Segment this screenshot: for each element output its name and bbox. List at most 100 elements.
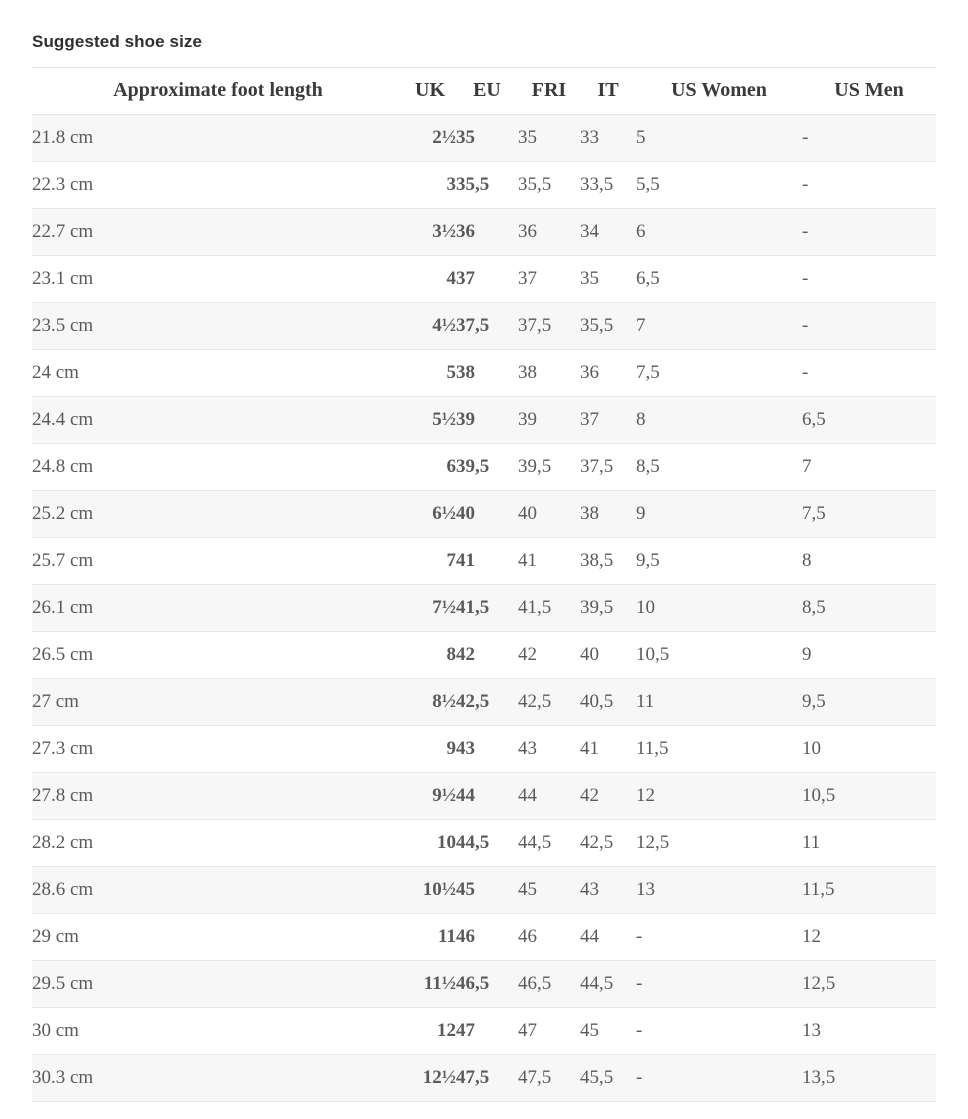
cell-eu: 36 [456, 208, 518, 256]
cell-us-women: 6 [636, 208, 802, 256]
cell-foot-length: 26.1 cm [32, 584, 404, 632]
cell-eu: 42,5 [456, 678, 518, 726]
header-row: Approximate foot length UK EU FRI IT US … [32, 67, 936, 115]
cell-us-women: - [636, 913, 802, 961]
cell-us-women: 11,5 [636, 725, 802, 773]
column-header-us-men: US Men [802, 67, 936, 115]
cell-uk: 12 [404, 1007, 456, 1055]
table-row: 22.7 cm 3½ 36 36 34 6- [32, 208, 936, 256]
cell-foot-length: 23.1 cm [32, 255, 404, 303]
cell-us-men: 13,5 [802, 1054, 936, 1102]
cell-eu: 39,5 [456, 443, 518, 491]
cell-it: 42,5 [580, 819, 636, 867]
cell-us-men: - [802, 114, 936, 162]
cell-fri: 35 [518, 114, 580, 162]
table-row: 30 cm 12 47 47 45-13 [32, 1007, 936, 1055]
column-header-fri: FRI [518, 67, 580, 115]
cell-fri: 42 [518, 631, 580, 679]
table-row: 27 cm 8½ 42,5 42,5 40,5 11 9,5 [32, 678, 936, 726]
cell-us-men: - [802, 161, 936, 209]
cell-eu: 41 [456, 537, 518, 585]
table-row: 26.5 cm 8 42 42 40 10,5 9 [32, 631, 936, 679]
cell-foot-length: 30.3 cm [32, 1054, 404, 1102]
cell-uk: 3 [404, 161, 456, 209]
cell-it: 38,5 [580, 537, 636, 585]
cell-eu: 35 [456, 114, 518, 162]
cell-us-men: 12,5 [802, 960, 936, 1008]
cell-uk: 9 [404, 725, 456, 773]
table-row: 21.8 cm 2½ 35 35 33 5- [32, 114, 936, 162]
cell-it: 37 [580, 396, 636, 444]
cell-foot-length: 28.6 cm [32, 866, 404, 914]
cell-uk: 10 [404, 819, 456, 867]
table-header: Approximate foot length UK EU FRI IT US … [32, 67, 936, 115]
cell-us-women: 5,5 [636, 161, 802, 209]
cell-uk: 3½ [404, 208, 456, 256]
cell-foot-length: 27.3 cm [32, 725, 404, 773]
cell-foot-length: 23.5 cm [32, 302, 404, 350]
cell-fri: 43 [518, 725, 580, 773]
cell-us-women: 6,5 [636, 255, 802, 303]
cell-eu: 42 [456, 631, 518, 679]
cell-us-women: 9,5 [636, 537, 802, 585]
cell-uk: 10½ [404, 866, 456, 914]
size-table-container: Approximate foot length UK EU FRI IT US … [32, 67, 936, 1102]
cell-foot-length: 22.3 cm [32, 161, 404, 209]
cell-us-women: 7 [636, 302, 802, 350]
cell-us-women: 5 [636, 114, 802, 162]
cell-eu: 38 [456, 349, 518, 397]
cell-foot-length: 27 cm [32, 678, 404, 726]
cell-us-men: 9 [802, 631, 936, 679]
cell-eu: 43 [456, 725, 518, 773]
cell-fri: 44 [518, 772, 580, 820]
cell-uk: 11 [404, 913, 456, 961]
cell-foot-length: 29 cm [32, 913, 404, 961]
cell-it: 36 [580, 349, 636, 397]
table-row: 29.5 cm 11½ 46,5 46,5 44,5-12,5 [32, 960, 936, 1008]
cell-uk: 5½ [404, 396, 456, 444]
cell-fri: 36 [518, 208, 580, 256]
table-row: 23.5 cm 4½ 37,5 37,5 35,5 7- [32, 302, 936, 350]
cell-foot-length: 21.8 cm [32, 114, 404, 162]
cell-foot-length: 27.8 cm [32, 772, 404, 820]
cell-foot-length: 24.4 cm [32, 396, 404, 444]
cell-uk: 7 [404, 537, 456, 585]
cell-uk: 9½ [404, 772, 456, 820]
cell-it: 43 [580, 866, 636, 914]
cell-fri: 39,5 [518, 443, 580, 491]
cell-us-men: 12 [802, 913, 936, 961]
cell-eu: 46,5 [456, 960, 518, 1008]
cell-us-men: 10,5 [802, 772, 936, 820]
cell-fri: 42,5 [518, 678, 580, 726]
column-header-uk: UK [404, 67, 456, 115]
table-row: 28.6 cm 10½ 45 45 43 13 11,5 [32, 866, 936, 914]
cell-it: 37,5 [580, 443, 636, 491]
cell-it: 44 [580, 913, 636, 961]
cell-foot-length: 25.2 cm [32, 490, 404, 538]
cell-it: 45,5 [580, 1054, 636, 1102]
table-row: 25.7 cm 7 41 41 38,5 9,5 8 [32, 537, 936, 585]
shoe-size-table: Approximate foot length UK EU FRI IT US … [32, 67, 936, 1102]
cell-us-women: 8 [636, 396, 802, 444]
cell-it: 35,5 [580, 302, 636, 350]
cell-eu: 44,5 [456, 819, 518, 867]
cell-it: 41 [580, 725, 636, 773]
table-row: 27.8 cm 9½ 44 44 42 12 10,5 [32, 772, 936, 820]
cell-us-men: 8,5 [802, 584, 936, 632]
cell-us-women: 10 [636, 584, 802, 632]
cell-us-women: - [636, 1007, 802, 1055]
cell-eu: 44 [456, 772, 518, 820]
cell-us-women: 13 [636, 866, 802, 914]
column-header-us-women: US Women [636, 67, 802, 115]
table-row: 25.2 cm 6½ 40 40 38 9 7,5 [32, 490, 936, 538]
cell-uk: 2½ [404, 114, 456, 162]
cell-foot-length: 22.7 cm [32, 208, 404, 256]
cell-eu: 46 [456, 913, 518, 961]
page-title: Suggested shoe size [32, 32, 203, 51]
cell-us-men: 10 [802, 725, 936, 773]
table-row: 26.1 cm 7½ 41,5 41,5 39,5 10 8,5 [32, 584, 936, 632]
cell-us-men: 8 [802, 537, 936, 585]
cell-it: 44,5 [580, 960, 636, 1008]
table-row: 29 cm 11 46 46 44-12 [32, 913, 936, 961]
